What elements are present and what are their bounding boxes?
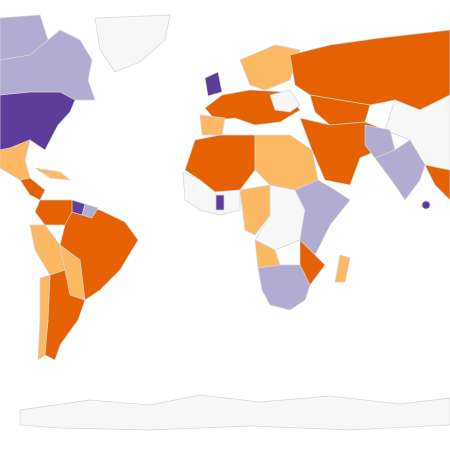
southern-africa xyxy=(257,264,311,311)
mexico xyxy=(0,139,31,181)
central-africa-west xyxy=(239,184,271,236)
chile xyxy=(37,274,51,361)
caribbean xyxy=(34,167,71,181)
iberia xyxy=(199,114,226,136)
southeast-asia xyxy=(424,164,450,201)
mozambique xyxy=(299,239,326,286)
eastern-europe xyxy=(269,89,301,113)
uk xyxy=(204,71,223,97)
scandinavia xyxy=(239,44,301,91)
central-america xyxy=(19,177,46,201)
antarctica xyxy=(19,394,450,431)
india xyxy=(374,139,426,201)
madagascar xyxy=(334,254,351,283)
colombia-venezuela xyxy=(34,199,73,226)
brazil xyxy=(59,204,139,301)
ghana xyxy=(215,194,225,211)
suriname xyxy=(81,203,99,219)
west-africa xyxy=(182,171,241,216)
greenland xyxy=(94,14,171,73)
sri-lanka xyxy=(421,200,431,210)
east-africa xyxy=(294,179,351,256)
middle-east xyxy=(299,117,386,186)
